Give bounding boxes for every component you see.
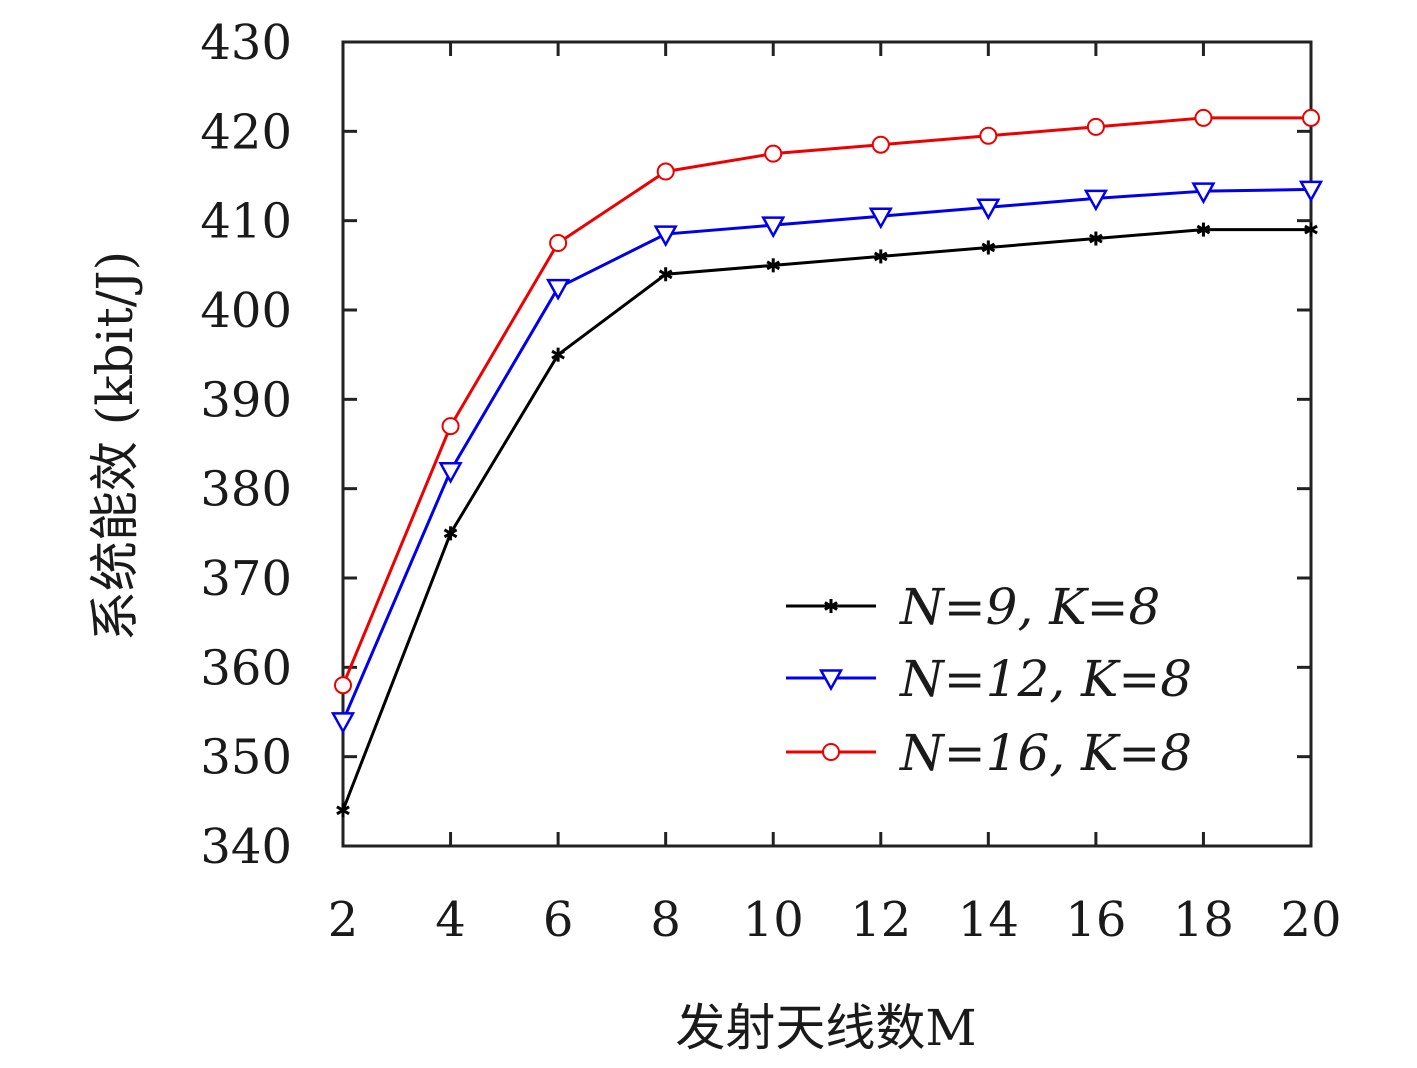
x-tick-label: 20 <box>1280 892 1341 948</box>
data-point <box>1196 222 1211 237</box>
x-tick-label: 18 <box>1173 892 1234 948</box>
x-tick-label: 6 <box>543 892 574 948</box>
y-tick-label: 390 <box>200 372 292 428</box>
x-axis-title: 发射天线数M <box>675 999 976 1057</box>
data-point <box>761 216 786 239</box>
legend-entry: N=12, K=8 <box>786 650 1192 708</box>
legend-label: N=16, K=8 <box>899 724 1192 782</box>
legend-entry: N=9, K=8 <box>786 578 1160 636</box>
data-point <box>1298 180 1324 203</box>
data-point <box>871 135 890 154</box>
data-point <box>1191 182 1216 205</box>
data-point <box>1086 117 1105 136</box>
data-point <box>1089 231 1103 246</box>
data-point <box>549 234 568 252</box>
legend-swatch-marker <box>824 599 838 613</box>
series-3 <box>334 108 1320 695</box>
y-tick-label: 380 <box>200 462 292 518</box>
data-point <box>551 347 565 362</box>
y-tick-label: 370 <box>200 551 292 607</box>
x-tick-label: 14 <box>958 892 1019 948</box>
series-line <box>341 116 1311 686</box>
data-point <box>443 526 458 541</box>
x-tick-label: 16 <box>1065 892 1126 948</box>
series-group <box>330 108 1324 818</box>
x-tick-label: 2 <box>328 892 359 948</box>
data-point <box>330 712 356 735</box>
data-point <box>658 267 673 282</box>
data-point <box>981 240 996 255</box>
axes: 2 4 6 8 10 12 14 16 18 20 340 350 360 370 380 390 400 410… <box>200 15 1341 948</box>
data-point <box>976 198 1001 221</box>
data-point <box>336 803 350 818</box>
y-tick-label: 360 <box>200 640 292 696</box>
x-tick-label: 10 <box>743 892 804 948</box>
data-point <box>545 278 571 301</box>
data-point <box>438 462 463 484</box>
y-axis-title: 系统能效 (kbit/J) <box>86 251 144 641</box>
series-line <box>341 187 1312 722</box>
x-tick-label: 4 <box>435 892 466 948</box>
y-tick-label: 400 <box>200 283 292 339</box>
series-2 <box>330 180 1324 735</box>
data-point <box>1083 189 1109 212</box>
legend: N=9, K=8 N=12, K=8 N=16, K=8 <box>786 578 1192 782</box>
data-point <box>873 249 888 264</box>
series-line <box>341 228 1311 811</box>
data-point <box>656 162 675 181</box>
y-tick-label: 420 <box>200 104 292 160</box>
data-point <box>766 258 781 273</box>
legend-swatch-marker <box>818 669 844 692</box>
data-point <box>653 225 678 248</box>
series-1 <box>336 222 1318 818</box>
y-tick-label: 350 <box>200 730 292 786</box>
y-tick-label: 340 <box>200 819 292 875</box>
data-point <box>868 207 893 230</box>
x-tick-label: 8 <box>650 892 681 948</box>
x-tick-label: 12 <box>850 892 911 948</box>
data-point <box>979 126 998 145</box>
legend-label: N=9, K=8 <box>899 578 1160 636</box>
plot-frame <box>341 40 1313 848</box>
data-point <box>1194 108 1213 127</box>
data-point <box>764 144 783 163</box>
data-point <box>1302 108 1320 127</box>
y-tick-label: 410 <box>200 194 292 250</box>
legend-label: N=12, K=8 <box>899 650 1192 708</box>
data-point <box>441 417 460 436</box>
legend-swatch-marker <box>822 743 840 761</box>
data-point <box>334 676 352 695</box>
legend-entry: N=16, K=8 <box>786 724 1192 782</box>
data-point <box>1304 222 1318 237</box>
y-tick-label: 430 <box>200 15 292 71</box>
